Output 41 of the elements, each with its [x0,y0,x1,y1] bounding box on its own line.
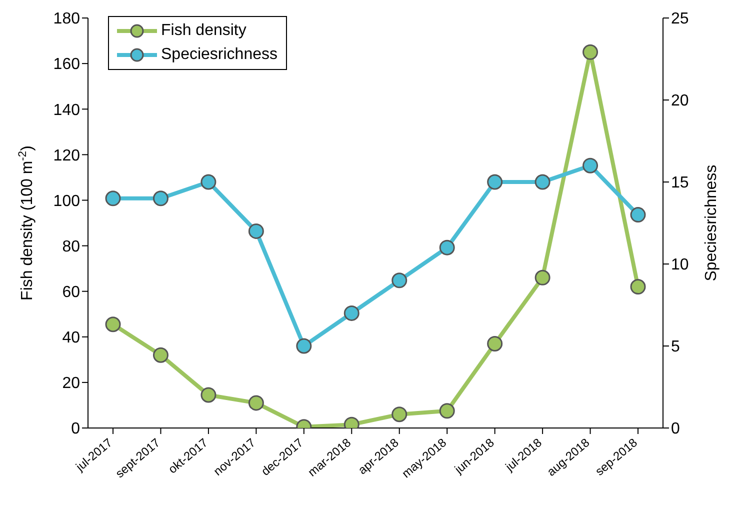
point [344,305,360,321]
y2-tick-label: 20 [671,92,689,110]
point [152,190,168,206]
legend-label: Fish density [161,21,246,41]
y2-tick-label: 0 [671,420,680,438]
point [439,240,455,256]
point [392,272,408,288]
point [582,44,598,60]
y-tick-label: 160 [53,56,80,74]
y-tick-label: 20 [62,375,80,392]
y-tick-label: 80 [62,238,80,256]
point [200,174,216,190]
y2-tick-label: 15 [671,174,689,192]
y2-axis-title: Speciesrichness [703,164,720,282]
y-tick-label: 100 [53,192,80,210]
y-tick-label: 60 [62,284,80,302]
y2-tick-label: 25 [671,10,689,28]
point [248,223,264,239]
y2-tick-label: 5 [671,338,680,356]
point [105,316,121,332]
point [392,406,408,422]
point [296,338,312,354]
point [487,174,503,190]
y-tick-label: 0 [71,420,80,438]
y-tick-label: 40 [62,330,80,347]
legend-label: Speciesrichness [161,45,278,65]
point [487,336,503,352]
point [582,158,598,174]
point [534,174,550,190]
point [200,387,216,403]
point [152,347,168,363]
point [248,395,264,411]
point [630,279,646,295]
point [439,403,455,419]
y-tick-label: 140 [53,102,80,119]
point [630,207,646,223]
y2-tick-label: 10 [671,256,689,274]
y-tick-label: 180 [53,10,80,28]
point [534,270,550,286]
y-tick-label: 120 [53,147,80,164]
point [105,190,121,206]
